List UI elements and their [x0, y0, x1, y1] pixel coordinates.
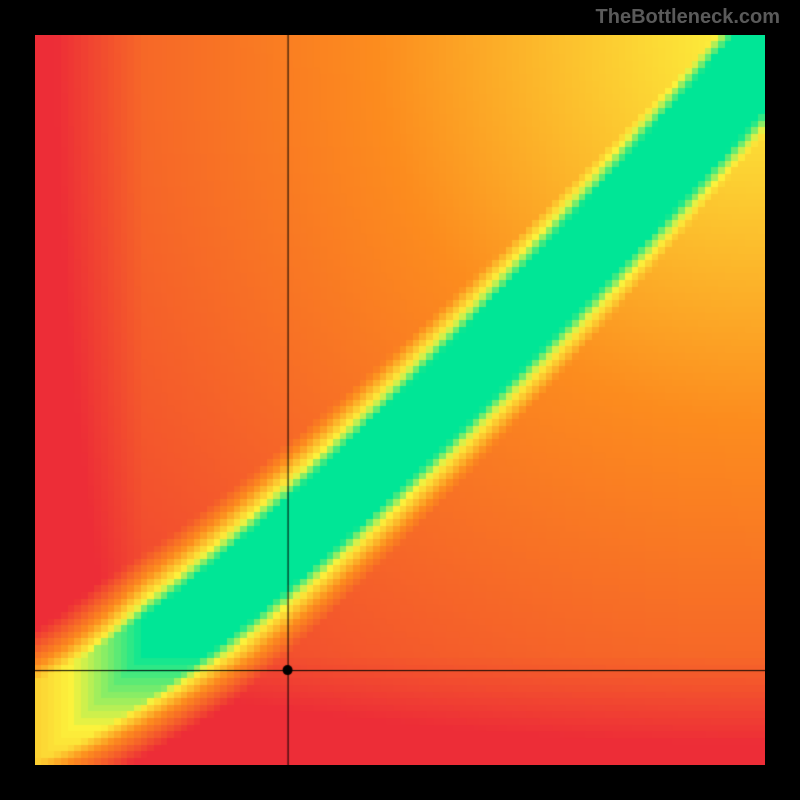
plot-area [35, 35, 765, 765]
heatmap-canvas [35, 35, 765, 765]
chart-container: TheBottleneck.com [0, 0, 800, 800]
watermark-text: TheBottleneck.com [596, 6, 780, 29]
